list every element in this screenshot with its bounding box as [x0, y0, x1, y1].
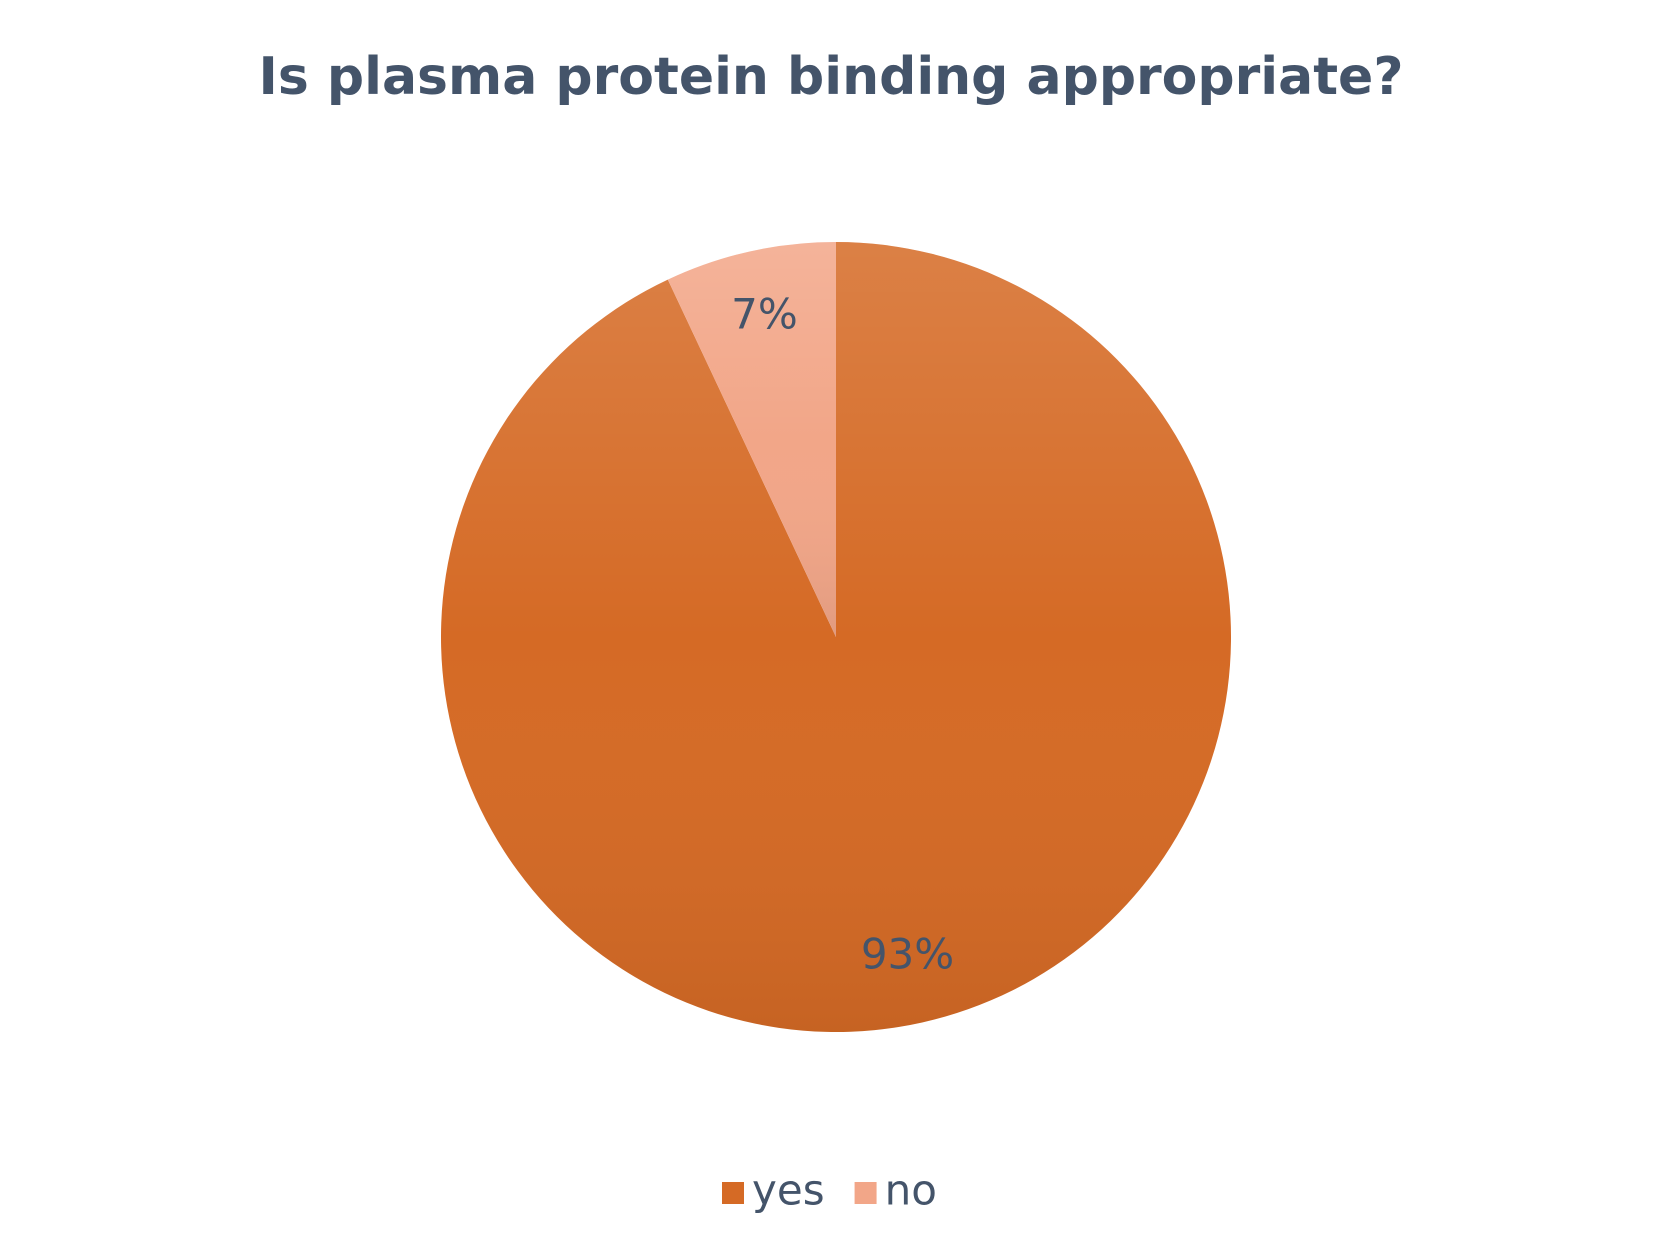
data-label: 7% — [731, 290, 798, 339]
legend-label: no — [885, 1166, 937, 1215]
legend-marker — [722, 1182, 744, 1204]
legend-label: yes — [752, 1166, 825, 1215]
legend-marker — [854, 1182, 877, 1204]
data-label: 93% — [861, 929, 954, 978]
chart-title: Is plasma protein binding appropriate? — [259, 47, 1404, 107]
slice-shade — [667, 242, 836, 637]
